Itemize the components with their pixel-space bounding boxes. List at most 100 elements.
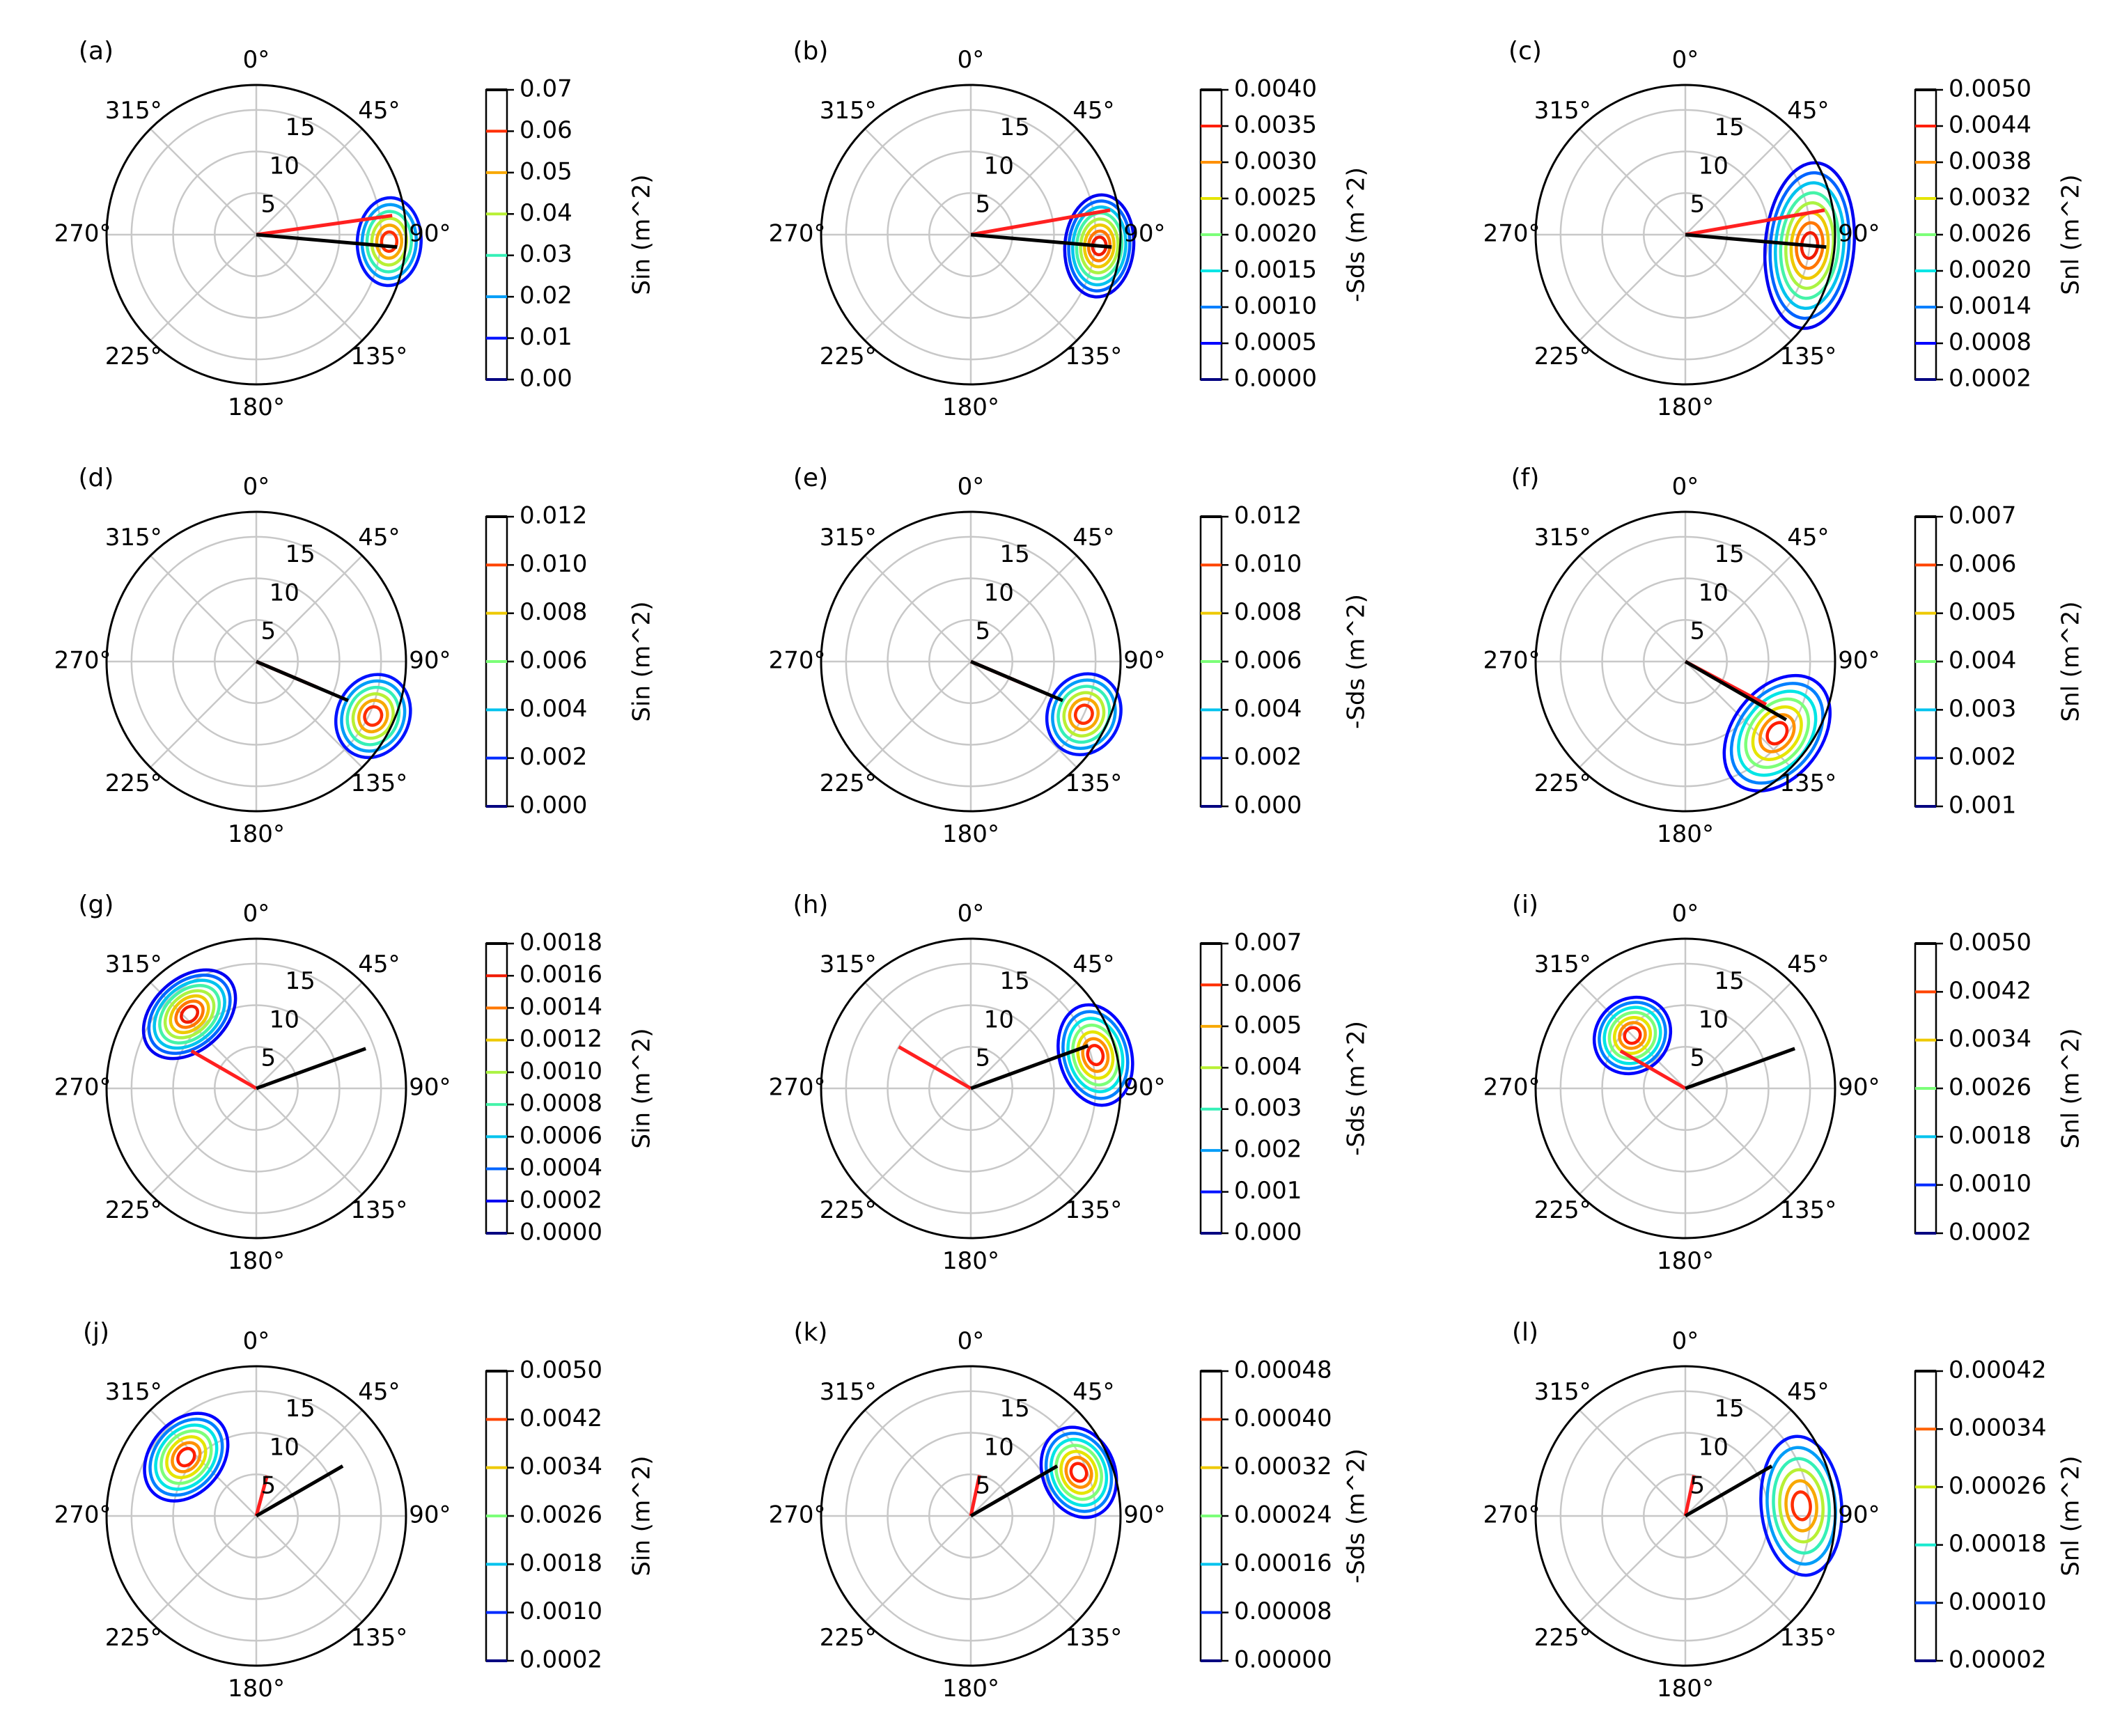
colorbar-tick-label: 0.003 bbox=[1234, 1094, 1302, 1122]
peak-direction-line bbox=[256, 233, 398, 249]
colorbar-tick-label: 0.00 bbox=[520, 365, 572, 393]
colorbar-tick-label: 0.002 bbox=[1234, 1136, 1302, 1164]
contour-level bbox=[1612, 1015, 1653, 1056]
angle-tick-label: 45° bbox=[358, 524, 400, 552]
contour-level bbox=[1069, 1462, 1089, 1483]
panel-label: (e) bbox=[793, 464, 828, 492]
angle-tick-label: 270° bbox=[54, 647, 111, 675]
panel-f: 0° 45° 90° 135° 180° 225° 270° 315° 5 10 15 (f) 0.00… bbox=[1483, 464, 2085, 848]
radial-tick-label: 15 bbox=[999, 967, 1029, 995]
colorbar-label: -Sds (m^2) bbox=[1343, 1448, 1371, 1583]
polar-frame bbox=[1534, 84, 1836, 386]
angle-tick-label: 180° bbox=[942, 1675, 999, 1703]
contour-level bbox=[159, 1429, 213, 1485]
peak-direction-line bbox=[1684, 1464, 1773, 1518]
angle-tick-label: 45° bbox=[1787, 951, 1829, 978]
angle-tick-label: 135° bbox=[350, 1624, 407, 1652]
colorbar-tick-label: 0.00048 bbox=[1234, 1356, 1332, 1384]
radial-tick-label: 5 bbox=[1690, 618, 1706, 646]
angular-gridline bbox=[1685, 1088, 1792, 1195]
colorbar-label: Sin (m^2) bbox=[628, 1028, 656, 1148]
angle-tick-label: 45° bbox=[358, 1378, 400, 1406]
contour-level bbox=[1618, 1021, 1647, 1050]
colorbar-tick-label: 0.00042 bbox=[1949, 1356, 2047, 1384]
angle-tick-label: 45° bbox=[358, 951, 400, 978]
contour-level bbox=[174, 999, 205, 1029]
colorbar-tick-label: 0.00026 bbox=[1949, 1472, 2047, 1500]
colorbar-tick-label: 0.0042 bbox=[520, 1405, 602, 1432]
radial-tick-label: 5 bbox=[976, 1045, 991, 1072]
colorbar-tick-label: 0.000 bbox=[1234, 792, 1302, 820]
colorbar-tick-label: 0.0030 bbox=[1234, 148, 1317, 175]
contour-level bbox=[1758, 713, 1796, 753]
angular-gridline bbox=[256, 982, 363, 1089]
angle-tick-label: 135° bbox=[1779, 1196, 1836, 1224]
angle-tick-label: 180° bbox=[1657, 820, 1714, 848]
radial-tick-label: 15 bbox=[1714, 114, 1744, 141]
colorbar-tick-label: 0.0010 bbox=[520, 1597, 602, 1625]
colorbar-tick-label: 0.005 bbox=[1234, 1011, 1302, 1039]
panel-label: (c) bbox=[1508, 37, 1542, 65]
colorbar-tick-label: 0.0040 bbox=[1234, 75, 1317, 103]
contour-level bbox=[1602, 1006, 1662, 1065]
wind-direction-line bbox=[970, 208, 1111, 237]
angle-tick-label: 180° bbox=[228, 1247, 285, 1275]
contour-level bbox=[1073, 703, 1094, 725]
colorbar-tick-label: 0.0012 bbox=[520, 1025, 602, 1053]
angular-gridline bbox=[864, 128, 972, 235]
angular-gridline bbox=[256, 1088, 363, 1195]
colorbar-tick-label: 0.000 bbox=[1234, 1219, 1302, 1246]
angle-tick-label: 315° bbox=[820, 97, 877, 125]
angle-tick-label: 0° bbox=[243, 473, 270, 501]
peak-direction-line bbox=[1684, 659, 1788, 721]
angular-gridline bbox=[864, 555, 972, 662]
angle-tick-label: 45° bbox=[358, 97, 400, 125]
contour-level bbox=[1039, 1425, 1118, 1519]
colorbar-label: Sin (m^2) bbox=[628, 601, 656, 721]
radial-tick-label: 5 bbox=[976, 618, 991, 646]
angle-tick-label: 90° bbox=[409, 1501, 451, 1529]
contour-level bbox=[158, 984, 221, 1045]
contour-level bbox=[153, 978, 226, 1050]
angle-tick-label: 225° bbox=[105, 1624, 162, 1652]
angle-tick-label: 135° bbox=[1779, 343, 1836, 370]
polar-frame bbox=[820, 937, 1122, 1240]
colorbar-tick-label: 0.00016 bbox=[1234, 1549, 1332, 1577]
contour-level bbox=[360, 203, 418, 281]
angle-tick-label: 180° bbox=[942, 820, 999, 848]
radial-tick-label: 5 bbox=[261, 191, 276, 219]
colorbar-tick-label: 0.0050 bbox=[1949, 75, 2031, 103]
peak-direction-line bbox=[970, 1044, 1089, 1090]
panel-l: 0° 45° 90° 135° 180° 225° 270° 315° 5 10 15 (l) 0.00… bbox=[1483, 1318, 2085, 1703]
angle-tick-label: 0° bbox=[958, 900, 985, 928]
colorbar-tick-label: 0.003 bbox=[1949, 695, 2016, 723]
contour-level bbox=[351, 692, 395, 740]
angular-gridline bbox=[864, 234, 972, 341]
angle-tick-label: 180° bbox=[1657, 393, 1714, 421]
wind-direction-line bbox=[1619, 1049, 1687, 1090]
colorbar-label: Sin (m^2) bbox=[628, 174, 656, 295]
contour-level bbox=[165, 1435, 208, 1480]
colorbar-tick-label: 0.000 bbox=[520, 792, 587, 820]
angle-tick-label: 90° bbox=[1838, 1501, 1880, 1529]
contour-level bbox=[1607, 1010, 1657, 1061]
colorbar-tick-label: 0.002 bbox=[1949, 743, 2016, 771]
angle-tick-label: 270° bbox=[1483, 220, 1540, 248]
panel-g: 0° 45° 90° 135° 180° 225° 270° 315° 5 10 15 (g) 0.00… bbox=[54, 891, 656, 1275]
radial-tick-label: 10 bbox=[984, 579, 1014, 607]
colorbar-tick-label: 0.0006 bbox=[520, 1122, 602, 1150]
contour-level bbox=[334, 673, 412, 760]
colorbar-tick-label: 0.0002 bbox=[520, 1186, 602, 1214]
angle-tick-label: 90° bbox=[1123, 1074, 1165, 1102]
colorbar-tick-label: 0.001 bbox=[1234, 1177, 1302, 1205]
angular-gridline bbox=[256, 1409, 363, 1517]
angular-gridline bbox=[1685, 234, 1792, 341]
colorbar-tick-label: 0.007 bbox=[1234, 929, 1302, 957]
radial-tick-label: 10 bbox=[1699, 1433, 1729, 1461]
colorbar-tick-label: 0.006 bbox=[520, 647, 587, 675]
contour-level bbox=[1759, 1434, 1844, 1577]
angle-tick-label: 180° bbox=[228, 393, 285, 421]
angular-gridline bbox=[864, 1088, 972, 1195]
colorbar-tick-label: 0.0050 bbox=[1949, 929, 2031, 957]
